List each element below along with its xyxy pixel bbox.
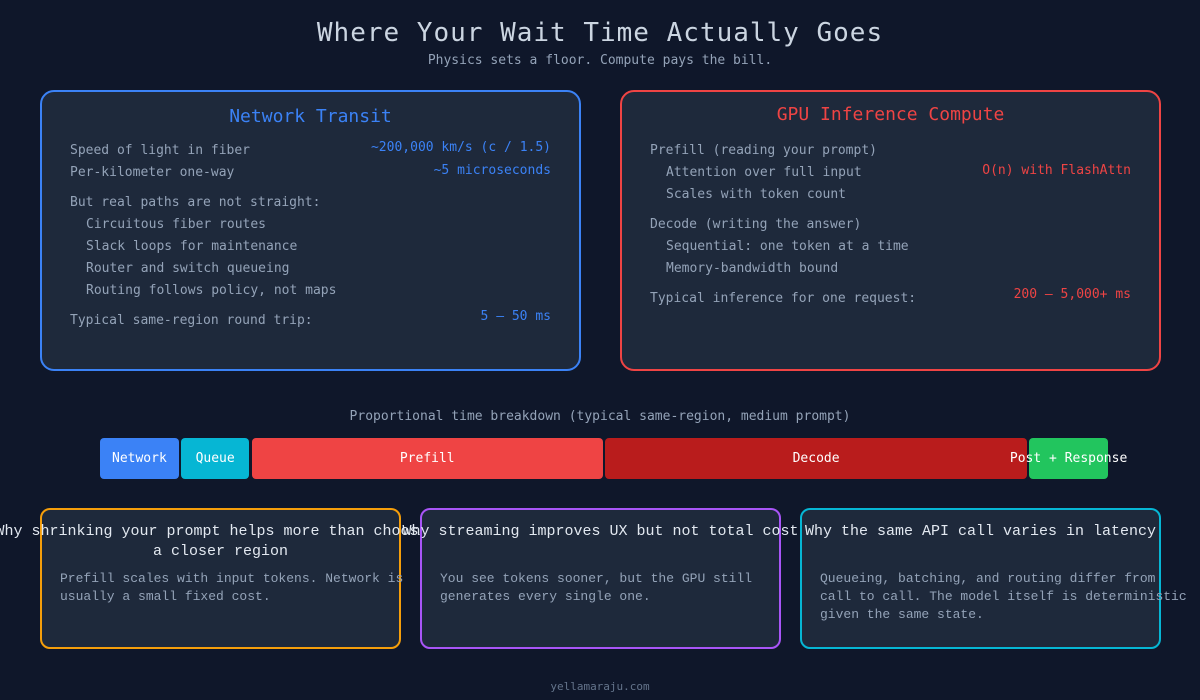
insight-card-streaming: Why streaming improves UX but not total … bbox=[402, 508, 799, 649]
prefill-value: O(n) with FlashAttn bbox=[982, 163, 1131, 178]
decode-heading: Decode (writing the answer) bbox=[650, 217, 862, 232]
insight-card-latency: Why the same API call varies in latency … bbox=[800, 508, 1187, 649]
page-title: Where Your Wait Time Actually Goes bbox=[316, 18, 884, 48]
prefill-item: Attention over full input bbox=[666, 165, 862, 180]
decode-item: Sequential: one token at a time bbox=[666, 239, 909, 254]
network-row-label: Speed of light in fiber bbox=[70, 143, 251, 158]
footer-credit: yellamaraju.com bbox=[550, 680, 650, 693]
prefill-heading: Prefill (reading your prompt) bbox=[650, 143, 877, 158]
path-item: Slack loops for maintenance bbox=[86, 239, 298, 254]
breakdown-label: Proportional time breakdown (typical sam… bbox=[349, 409, 851, 424]
insight-title: Why shrinking your prompt helps more tha… bbox=[0, 523, 446, 560]
insight-card-prompt: Why shrinking your prompt helps more tha… bbox=[0, 508, 446, 649]
insight-text: Prefill scales with input tokens. Networ… bbox=[60, 571, 404, 604]
network-row-label: Per-kilometer one-way bbox=[70, 165, 235, 180]
network-row-value: ~5 microseconds bbox=[433, 163, 551, 178]
insight-title: Why streaming improves UX but not total … bbox=[402, 523, 799, 540]
insight-text: Queueing, batching, and routing differ f… bbox=[820, 571, 1187, 622]
segment-decode: Decode bbox=[605, 438, 1028, 479]
gpu-card-title: GPU Inference Compute bbox=[776, 104, 1005, 125]
gpu-total-label: Typical inference for one request: bbox=[650, 291, 917, 306]
network-row-value: ~200,000 km/s (c / 1.5) bbox=[370, 140, 551, 155]
gpu-total-value: 200 – 5,000+ ms bbox=[1013, 287, 1131, 302]
page-subtitle: Physics sets a floor. Compute pays the b… bbox=[427, 53, 773, 68]
segment-post-response: Post + Response bbox=[1010, 438, 1127, 479]
gpu-compute-card: GPU Inference Compute Prefill (reading y… bbox=[620, 90, 1161, 371]
insight-title: Why the same API call varies in latency bbox=[804, 523, 1157, 540]
path-item: Router and switch queueing bbox=[86, 261, 290, 276]
path-item: Routing follows policy, not maps bbox=[86, 283, 337, 298]
network-transit-card: Network Transit Speed of light in fiber … bbox=[40, 90, 581, 371]
segment-network: Network bbox=[100, 438, 179, 479]
decode-item: Memory-bandwidth bound bbox=[666, 261, 839, 276]
prefill-item: Scales with token count bbox=[666, 187, 847, 202]
paths-heading: But real paths are not straight: bbox=[70, 195, 321, 210]
network-total-label: Typical same-region round trip: bbox=[70, 313, 313, 328]
segment-prefill: Prefill bbox=[251, 438, 603, 479]
path-item: Circuitous fiber routes bbox=[86, 217, 267, 232]
segment-queue: Queue bbox=[180, 438, 250, 479]
network-card-title: Network Transit bbox=[229, 106, 392, 127]
network-total-value: 5 – 50 ms bbox=[480, 309, 551, 324]
insight-text: You see tokens sooner, but the GPU still… bbox=[440, 571, 753, 604]
